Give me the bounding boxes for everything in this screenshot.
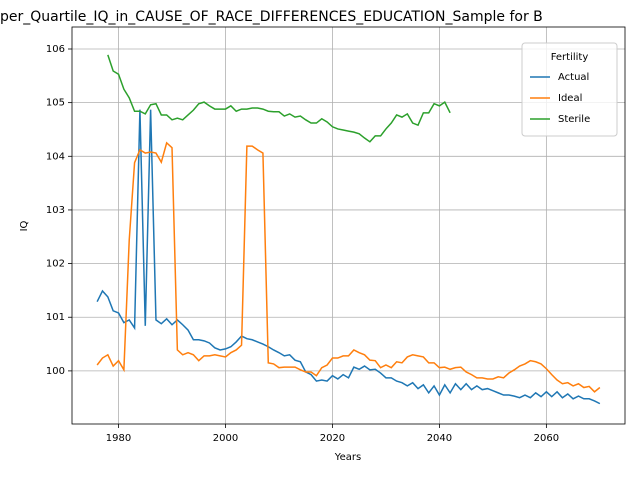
legend-label: Sterile — [558, 114, 590, 125]
series-line — [107, 54, 451, 143]
y-tick-label: 100 — [46, 366, 65, 377]
y-tick-label: 101 — [46, 312, 65, 323]
x-tick-label: 2000 — [213, 433, 238, 444]
x-tick-label: 2020 — [320, 433, 345, 444]
y-axis-label: IQ — [19, 220, 30, 231]
series-line — [96, 141, 601, 393]
legend-label: Ideal — [558, 93, 582, 104]
x-tick-label: 2040 — [427, 433, 452, 444]
y-tick-label: 103 — [46, 205, 65, 216]
y-tick-label: 104 — [46, 151, 65, 162]
plot-frame — [71, 26, 626, 425]
legend-label: Actual — [558, 72, 589, 83]
x-tick-label: 1980 — [106, 433, 131, 444]
x-axis-label: Years — [334, 452, 361, 463]
y-tick-label: 106 — [46, 44, 65, 55]
legend: Fertility Actual Ideal Sterile — [521, 42, 618, 137]
y-tick-label: 102 — [46, 259, 65, 270]
series-line — [96, 109, 601, 405]
legend-box — [521, 42, 618, 137]
x-tick-label: 2060 — [534, 433, 559, 444]
y-tick-label: 105 — [46, 98, 65, 109]
legend-title: Fertility — [551, 52, 589, 63]
chart-title: per_Quartile_IQ_in_CAUSE_OF_RACE_DIFFERE… — [0, 9, 543, 25]
